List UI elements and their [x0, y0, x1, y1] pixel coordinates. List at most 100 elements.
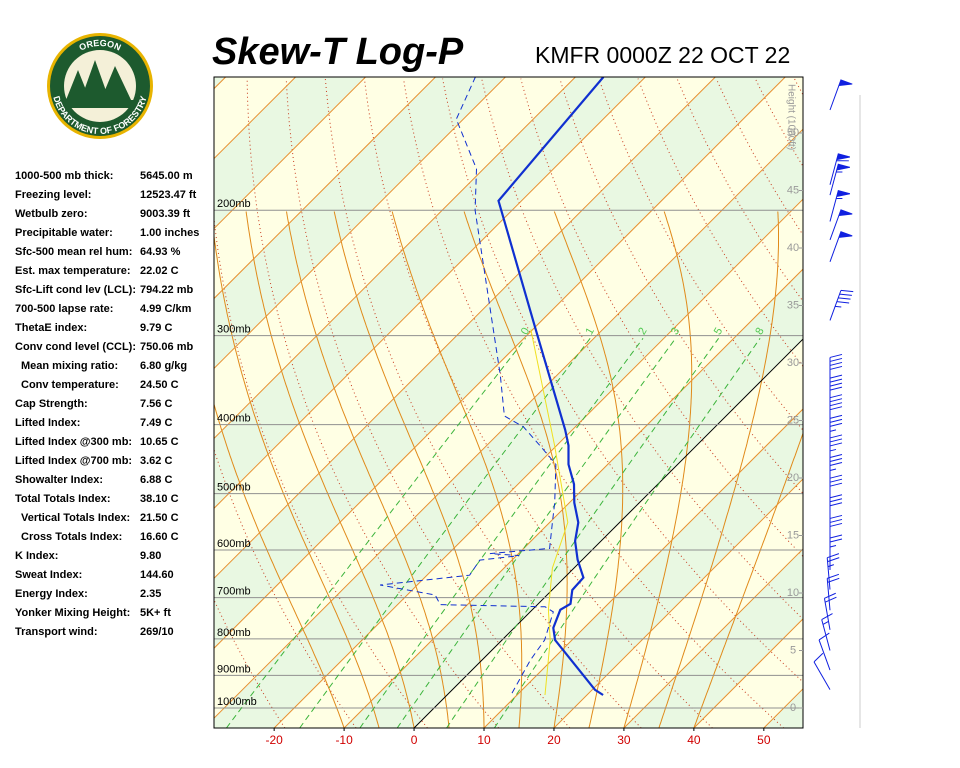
wind-barb: [829, 163, 851, 196]
dry-adiabat: [951, 79, 960, 728]
isotherm: [483, 408, 803, 728]
profile-line: [530, 329, 569, 696]
x-tick-label: 10: [477, 733, 491, 747]
stat-label: Lifted Index @300 mb:: [15, 436, 132, 448]
logo-trees: [66, 60, 132, 102]
y2-tick-label: 15: [787, 529, 799, 541]
stat-value: 4.99 C/km: [140, 303, 192, 315]
moist-adiabat: [214, 232, 380, 728]
stat-label: Total Totals Index:: [15, 493, 111, 505]
wind-barb: [829, 289, 854, 321]
plot-frame: [213, 76, 804, 729]
stat-label: Precipitable water:: [15, 227, 113, 239]
chart-subtitle: KMFR 0000Z 22 OCT 22: [535, 42, 790, 68]
logo-ground: [66, 100, 134, 108]
isotherm: [623, 548, 803, 728]
wind-barb: [829, 153, 851, 185]
y2-tick-label: 20: [787, 472, 799, 484]
stat-value: 9.79 C: [140, 322, 172, 334]
isotherm: [214, 77, 366, 230]
stat-value: 6.80 g/kg: [140, 360, 187, 372]
x-tick-label: -20: [265, 733, 283, 747]
stat-value: 5K+ ft: [140, 607, 171, 619]
stat-label: Conv cond level (CCL):: [15, 341, 136, 353]
stat-label: 1000-500 mb thick:: [15, 170, 113, 182]
mixing-ratio-line: [493, 338, 761, 728]
stat-label: Sfc-500 mean rel hum:: [15, 246, 132, 258]
stat-label: Mean mixing ratio:: [21, 360, 118, 372]
stat-label: 700-500 lapse rate:: [15, 303, 113, 315]
x-tick-label: 30: [617, 733, 631, 747]
stat-value: 2.35: [140, 588, 161, 600]
wind-barb: [829, 474, 843, 511]
stat-value: 24.50 C: [140, 379, 179, 391]
y-tick-label: 1000mb: [217, 696, 257, 708]
wind-barb: [826, 553, 840, 590]
y2-tick-label: 50: [787, 127, 799, 139]
mixing-ratio-line: [446, 338, 720, 728]
stat-label: Energy Index:: [15, 588, 88, 600]
stat-value: 21.50 C: [140, 512, 179, 524]
moist-adiabat: [553, 211, 624, 728]
stat-value: 144.60: [140, 569, 174, 581]
dry-adiabat: [559, 78, 803, 495]
mixing-ratio-line: [226, 337, 526, 728]
stat-label: Yonker Mixing Height:: [15, 607, 130, 619]
y2-tick-label: 25: [787, 414, 799, 426]
moist-adiabat: [693, 431, 803, 728]
x-tick-label: 40: [687, 733, 701, 747]
isotherm: [273, 198, 803, 728]
logo: OREGON DEPARTMENT OF FORESTRY: [47, 33, 153, 139]
y2-tick-label: 5: [790, 644, 796, 656]
isotherm: [214, 77, 436, 300]
mixing-ratio-line: [299, 337, 591, 728]
dry-adiabat: [442, 78, 803, 683]
stat-label: Sfc-Lift cond lev (LCL):: [15, 284, 136, 296]
isotherm: [214, 77, 506, 370]
moist-adiabat: [623, 211, 693, 728]
dry-adiabat: [324, 78, 642, 728]
wind-barb: [829, 231, 853, 262]
stats-panel: 1000-500 mb thick: 5645.00 m Freezing leve…: [15, 170, 199, 638]
wind-barb: [829, 353, 843, 390]
wind-barb: [829, 79, 853, 111]
wind-barb: [829, 209, 853, 241]
temperature-band: [214, 77, 803, 719]
y-tick-label: 500mb: [217, 481, 251, 493]
stat-value: 9003.39 ft: [140, 208, 190, 220]
wind-barb: [829, 534, 843, 570]
temperature-band: [214, 129, 803, 728]
stat-value: 269/10: [140, 626, 174, 638]
wind-barb: [823, 592, 837, 630]
y2-tick-label: 10: [787, 587, 799, 599]
mixing-ratio-line: [359, 338, 644, 728]
y-tick-label: 600mb: [217, 538, 251, 550]
dry-adiabat: [214, 598, 286, 728]
y-tick-label: 900mb: [217, 663, 251, 675]
stat-value: 1.00 inches: [140, 227, 199, 239]
mixing-ratio-label: 5: [712, 326, 725, 337]
wind-barb: [813, 652, 831, 690]
stat-label: Est. max temperature:: [15, 265, 131, 277]
y2-axis-label: Height (1000ft): [785, 84, 796, 150]
mixing-ratio-label: 2: [636, 326, 649, 337]
stat-label: Sweat Index:: [15, 569, 82, 581]
x-tick-label: -10: [335, 733, 353, 747]
stat-value: 750.06 mb: [140, 341, 193, 353]
mixing-ratio-label: 1: [583, 326, 596, 337]
moist-adiabat: [214, 402, 345, 728]
isotherm: [693, 618, 803, 728]
stat-label: Wetbulb zero:: [15, 208, 88, 220]
stat-label: ThetaE index:: [15, 322, 87, 334]
wind-barb: [818, 632, 831, 671]
wind-barb: [829, 190, 851, 222]
y2-tick-label: 40: [787, 242, 799, 254]
stat-value: 6.88 C: [140, 474, 172, 486]
moist-adiabat: [286, 211, 450, 728]
stat-label: Cap Strength:: [15, 398, 88, 410]
stat-label: Cross Totals Index:: [21, 531, 122, 543]
isotherm: [214, 77, 646, 510]
wind-barb: [829, 494, 843, 530]
stat-value: 7.56 C: [140, 398, 172, 410]
